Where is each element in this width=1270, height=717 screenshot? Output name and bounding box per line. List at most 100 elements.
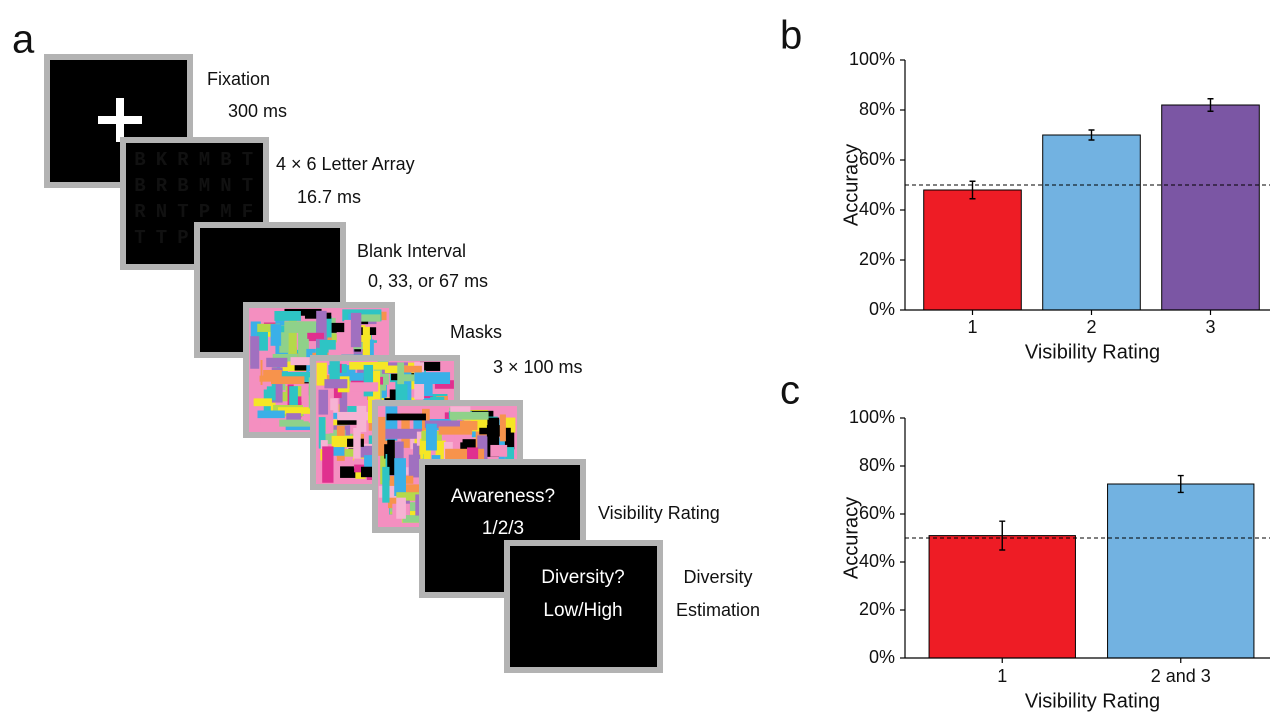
letter: F [242,201,253,223]
y-tick-label: 40% [859,551,895,571]
mask-bar [353,428,360,459]
mask-bar [284,321,317,333]
figure: a b c BKRMBTBRBMNTRNTPMFTTP Awareness? 1… [0,0,1270,717]
y-tick-label: 20% [859,599,895,619]
screen-text: 1/2/3 [482,518,524,539]
letter: T [242,149,253,171]
y-tick-label: 0% [869,647,895,667]
step-label: Visibility Rating [598,503,720,523]
letter: R [177,149,189,171]
bar [1043,135,1141,310]
x-tick-label: 1 [967,317,977,337]
mask-bar [396,498,406,519]
step-label: Diversity [683,567,752,587]
step-detail: 16.7 ms [297,187,361,207]
mask-bar [319,390,329,415]
mask-bar [250,336,259,369]
y-tick-label: 80% [859,99,895,119]
y-tick-label: 0% [869,299,895,319]
letter: P [177,227,188,249]
mask-bar [363,327,370,358]
step-label: Blank Interval [357,241,466,261]
step-label: Masks [450,322,502,342]
letter: T [242,175,253,197]
mask-bar [266,358,287,367]
mask-bar [414,372,450,384]
letter: N [156,201,167,223]
letter: N [220,175,231,197]
letter: B [177,175,188,197]
x-tick-label: 3 [1205,317,1215,337]
mask-bar [364,365,373,396]
screen-text: Awareness? [451,486,555,507]
letter: M [220,201,231,223]
mask-bar [271,324,282,346]
mask-bar [500,414,506,441]
step-detail: 0, 33, or 67 ms [368,271,488,291]
letter: K [156,149,168,171]
letter: B [134,149,145,171]
step-label: 4 × 6 Letter Array [276,154,415,174]
mask-bar [450,412,489,420]
letter: T [177,201,188,223]
y-tick-label: 40% [859,199,895,219]
letter: R [134,201,146,223]
letter: T [134,227,145,249]
y-tick-label: 100% [849,49,895,69]
y-tick-label: 60% [859,149,895,169]
mask-bar [263,370,282,377]
panel-label: a [12,18,35,62]
mask-bar [350,382,378,391]
mask-bar [324,379,347,388]
bar [924,190,1022,310]
step-detail: 3 × 100 ms [493,357,583,377]
diversity-frame: Diversity? Low/High [507,543,660,670]
panel-label: c [780,369,800,413]
letter: M [199,175,210,197]
y-tick-label: 60% [859,503,895,523]
letter: M [199,149,210,171]
mask-bar [394,458,406,496]
mask-bar [460,421,477,430]
y-axis-label: Accuracy [840,144,862,226]
letter: P [199,201,210,223]
mask-bar [351,313,361,347]
mask-bar [426,424,437,451]
mask-bar [286,413,301,419]
step-detail: 300 ms [228,101,287,121]
mask-bar [386,414,425,421]
letter: R [156,175,168,197]
mask-bar [274,311,300,321]
letter: B [220,149,231,171]
bar [1162,105,1260,310]
screen-text: Diversity? [541,567,624,588]
y-axis-label: Accuracy [840,497,862,579]
x-axis-label: Visibility Rating [1025,690,1160,712]
mask-bar [301,383,309,401]
mask-bar [258,410,285,418]
mask-bar [445,449,484,460]
mask-bar [320,340,336,350]
mask-bar [271,376,304,384]
mask-bar [409,455,420,478]
step-detail: Estimation [676,600,760,620]
panel-label: b [780,14,802,58]
bar [929,536,1075,658]
letter: T [156,227,167,249]
step-label: Fixation [207,69,270,89]
mask-bar [382,467,389,503]
y-tick-label: 20% [859,249,895,269]
mask-bar [490,445,507,457]
y-tick-label: 100% [849,407,895,427]
x-axis-label: Visibility Rating [1025,341,1160,363]
mask-bar [307,333,324,339]
mask-bar [254,398,272,406]
letter: B [134,175,145,197]
y-tick-label: 80% [859,455,895,475]
screen-text: Low/High [543,600,622,621]
x-tick-label: 2 and 3 [1151,666,1211,686]
x-tick-label: 1 [997,666,1007,686]
bar [1108,484,1254,658]
x-tick-label: 2 [1086,317,1096,337]
mask-bar [322,446,333,482]
